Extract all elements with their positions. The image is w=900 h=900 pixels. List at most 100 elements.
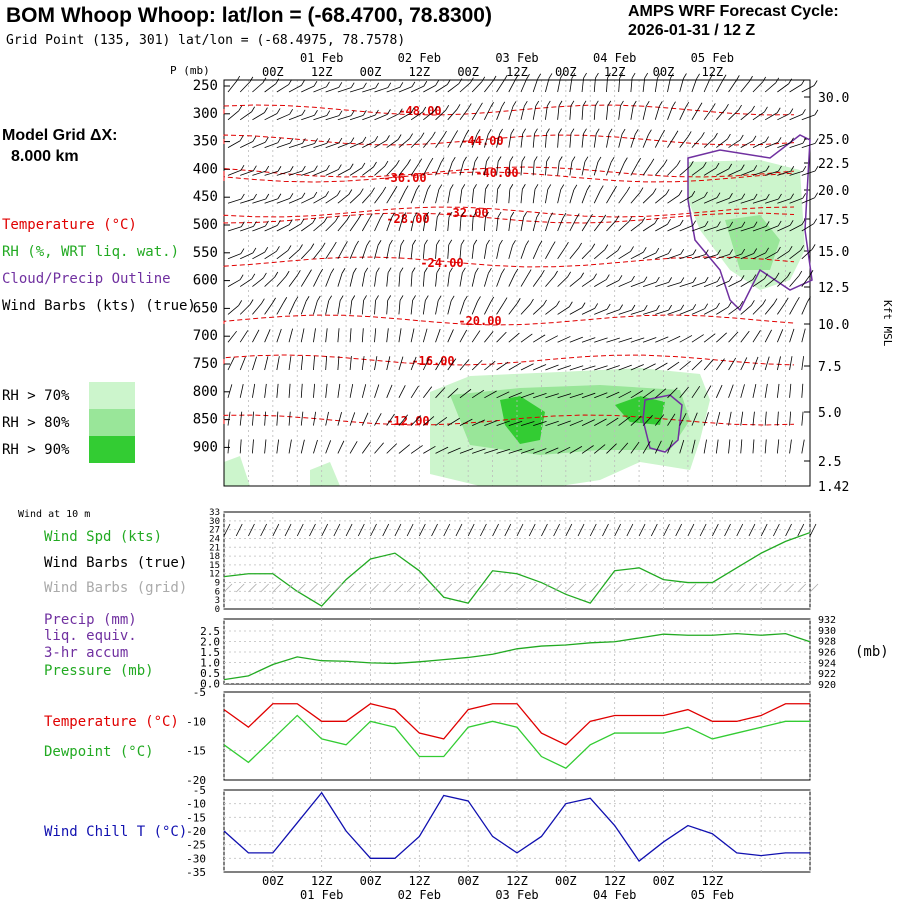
top-date-label: 03 Feb <box>495 51 538 65</box>
wind-barb <box>337 440 345 454</box>
model-grid-label: Model Grid ΔX: <box>2 127 118 144</box>
wind-barb-flag <box>657 72 661 79</box>
wind-barb-flag <box>665 189 670 195</box>
wind-barb-flag <box>692 249 697 255</box>
wind-barb-flag <box>729 221 734 228</box>
wind-barb <box>655 362 668 371</box>
wind-barb <box>557 365 572 371</box>
wind-barb-flag <box>399 295 404 301</box>
wind-barb-flag <box>537 73 542 79</box>
wind-barb <box>252 329 260 343</box>
wind-barb <box>374 114 388 121</box>
wind-barb <box>410 385 419 399</box>
wind-barb <box>423 416 435 426</box>
wind-barb <box>532 161 535 176</box>
wind-barb <box>252 170 266 176</box>
pressure-unit-label: (mb) <box>855 644 889 660</box>
wind-barb-flag <box>701 132 705 138</box>
wind-barb <box>423 85 436 93</box>
wind-barb <box>557 306 570 315</box>
wind-barb <box>325 142 340 148</box>
wind-barb <box>520 274 529 287</box>
grid-wind-barb <box>528 583 538 593</box>
wind-barb <box>508 420 523 426</box>
wind-barb <box>691 166 704 176</box>
wind-barb <box>545 275 555 287</box>
wind-barb <box>398 112 412 121</box>
wind-barb <box>276 356 280 371</box>
wind-barb-flag <box>704 191 708 198</box>
legend-precip: Precip (mm) <box>44 612 137 628</box>
wind-barb <box>715 384 723 398</box>
wind-barb-flag <box>412 295 416 301</box>
wind-barb <box>471 244 475 259</box>
wind-barb-flag <box>313 191 318 198</box>
pressure-tick-label: 920 <box>818 680 836 691</box>
wind-barb <box>606 417 619 426</box>
wind-barb <box>264 224 278 232</box>
wind-barb-flag <box>272 297 276 304</box>
wind-barb <box>667 78 671 93</box>
rh-region-5 <box>725 215 780 270</box>
wind-barb-flag <box>359 188 364 194</box>
wind-barb <box>630 441 640 454</box>
wind-barb-flag <box>736 75 740 81</box>
wind-barb-flag <box>238 300 243 306</box>
wind-barb <box>618 133 623 148</box>
height-tick-label: 7.5 <box>818 360 841 375</box>
wind-barb <box>789 170 804 176</box>
wind-barb <box>325 383 328 398</box>
wind-barb-flag <box>702 161 707 168</box>
wind-barb <box>349 383 354 398</box>
wind-barb-flag <box>454 130 459 136</box>
wind-barb-flag <box>775 272 780 278</box>
wind-barb <box>691 281 706 287</box>
wind-barb-flag <box>807 296 811 302</box>
wind-barb <box>776 356 781 371</box>
wind-barb-flag <box>297 270 301 276</box>
surface-wind-barb <box>541 523 548 537</box>
surface-wind-barb <box>321 523 329 537</box>
wind-barb <box>642 134 649 148</box>
wind-barb-flag <box>575 213 580 219</box>
wind-barb <box>459 134 467 148</box>
wind-barb-flag <box>584 156 589 162</box>
wind-barb-flag <box>716 192 721 198</box>
wind-barb <box>313 195 326 204</box>
surface-wind-barb <box>309 523 316 537</box>
wind-barb-flag <box>236 75 241 82</box>
surface-wind-barb <box>382 523 390 537</box>
wind-barb <box>630 309 645 315</box>
wind-barb-flag <box>551 241 556 247</box>
wind-barb-flag <box>727 301 732 308</box>
grid-wind-barb <box>760 583 770 593</box>
wind-barb-flag <box>319 268 324 275</box>
wind-barb-flag <box>510 128 515 134</box>
wind-barb <box>606 443 617 454</box>
wind-barb <box>227 226 242 232</box>
wind-barb-flag <box>593 273 597 279</box>
wind-barb-flag <box>765 165 770 171</box>
wind-barb <box>545 105 548 120</box>
wind-barb-flag <box>814 109 819 116</box>
wind-barb-flag <box>323 216 328 223</box>
wind-barb <box>716 332 727 343</box>
wind-barb <box>532 189 536 204</box>
wind-barb-flag <box>655 247 660 254</box>
wind-barb <box>337 411 342 426</box>
wind-barb-flag <box>375 109 379 116</box>
wind-barb <box>642 389 655 399</box>
grid-wind-barb <box>736 583 746 593</box>
wind-barb <box>447 109 458 121</box>
wind-barb <box>520 392 535 399</box>
wind-barb-flag <box>558 128 562 134</box>
wind-barb <box>459 108 469 121</box>
grid-wind-barb <box>284 583 294 593</box>
surface-wind-barb <box>272 523 280 537</box>
wind-barb <box>349 193 361 204</box>
wind-barb-flag <box>676 160 681 166</box>
wind-barb <box>239 356 246 371</box>
wind-barb-flag <box>335 215 339 222</box>
wind-barb <box>618 309 633 315</box>
wind-barb-flag <box>514 268 519 275</box>
